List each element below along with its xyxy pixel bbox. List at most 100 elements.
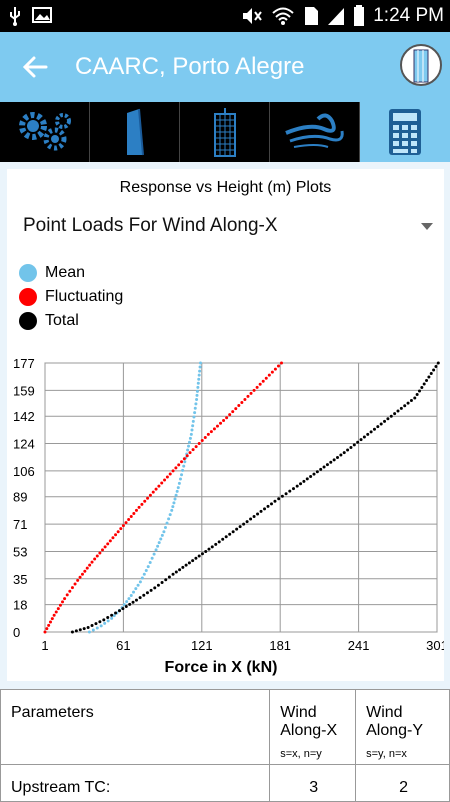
building-grid-icon — [213, 108, 236, 157]
series-point-fluctuating — [225, 416, 229, 420]
series-point-total — [309, 475, 313, 479]
series-point-fluctuating — [151, 490, 155, 494]
series-point-fluctuating — [140, 502, 144, 506]
tab-building[interactable] — [180, 102, 270, 162]
series-point-mean — [174, 493, 178, 497]
series-point-fluctuating — [264, 376, 268, 380]
series-point-fluctuating — [119, 527, 123, 531]
series-point-fluctuating — [165, 475, 169, 479]
plot-area — [44, 362, 438, 633]
series-point-mean — [187, 444, 191, 448]
series-point-mean — [175, 489, 179, 493]
series-point-fluctuating — [182, 457, 186, 461]
avatar[interactable] — [400, 44, 442, 86]
series-point-total — [249, 517, 253, 521]
series-point-mean — [140, 576, 144, 580]
series-point-fluctuating — [70, 586, 74, 590]
decorative-strip — [0, 681, 450, 691]
series-point-total — [266, 504, 270, 508]
y-tick-label: 159 — [13, 383, 35, 398]
series-point-fluctuating — [127, 518, 131, 522]
series-point-total — [145, 591, 149, 595]
series-point-fluctuating — [258, 382, 262, 386]
series-point-mean — [163, 525, 167, 529]
series-point-mean — [194, 402, 198, 406]
series-point-fluctuating — [47, 623, 51, 627]
series-point-fluctuating — [231, 410, 235, 414]
series-point-mean — [129, 594, 133, 598]
tab-parameters[interactable] — [0, 102, 90, 162]
series-point-mean — [91, 628, 95, 632]
series-point-fluctuating — [58, 603, 62, 607]
series-point-mean — [159, 537, 163, 541]
y-tick-label: 0 — [13, 625, 20, 640]
wifi-icon — [272, 7, 294, 25]
series-point-fluctuating — [78, 575, 82, 579]
series-point-fluctuating — [95, 554, 99, 558]
series-point-total — [191, 559, 195, 563]
series-point-total — [142, 593, 146, 597]
series-point-mean — [134, 587, 138, 591]
y-tick-label: 142 — [13, 409, 35, 424]
series-point-mean — [136, 583, 140, 587]
series-point-mean — [127, 597, 131, 601]
tab-bar — [0, 102, 450, 162]
series-point-fluctuating — [197, 442, 201, 446]
series-point-total — [106, 616, 110, 620]
series-point-mean — [178, 477, 182, 481]
series-point-fluctuating — [267, 373, 271, 377]
arrow-left-icon[interactable] — [20, 52, 50, 82]
series-point-total — [277, 497, 281, 501]
series-point-fluctuating — [108, 539, 112, 543]
y-tick-label: 71 — [13, 517, 27, 532]
building-icon — [413, 49, 429, 83]
series-point-mean — [172, 501, 176, 505]
series-point-fluctuating — [88, 563, 92, 567]
series-point-fluctuating — [206, 432, 210, 436]
series-point-total — [86, 625, 90, 629]
series-point-fluctuating — [132, 511, 136, 515]
series-point-mean — [167, 517, 171, 521]
series-point-fluctuating — [191, 448, 195, 452]
series-point-total — [238, 525, 242, 529]
series-point-mean — [95, 626, 99, 630]
series-point-fluctuating — [124, 521, 128, 525]
series-point-total — [362, 435, 366, 439]
series-point-total — [217, 540, 221, 544]
plot-type-dropdown[interactable]: Point Loads For Wind Along-X — [23, 215, 433, 243]
series-point-total — [214, 542, 218, 546]
page-title: CAARC, Porto Alegre — [75, 53, 305, 80]
series-point-mean — [197, 373, 201, 377]
y-tick-label: 177 — [13, 356, 35, 371]
series-point-total — [70, 630, 74, 634]
tab-calculator[interactable] — [360, 102, 450, 162]
series-point-fluctuating — [129, 514, 133, 518]
series-point-mean — [138, 580, 142, 584]
series-point-total — [121, 607, 125, 611]
series-point-fluctuating — [163, 478, 167, 482]
series-point-total — [128, 602, 132, 606]
series-point-total — [160, 580, 164, 584]
series-point-total — [149, 588, 153, 592]
series-point-total — [299, 482, 303, 486]
series-point-fluctuating — [65, 593, 69, 597]
series-point-total — [200, 552, 204, 556]
battery-icon — [354, 5, 365, 26]
series-point-fluctuating — [222, 418, 226, 422]
series-point-fluctuating — [246, 394, 250, 398]
series-point-fluctuating — [76, 578, 80, 582]
x-tick-label: 181 — [269, 638, 291, 653]
series-point-total — [288, 489, 292, 493]
series-point-fluctuating — [177, 463, 181, 467]
y-tick-label: 106 — [13, 464, 35, 479]
legend-label: Fluctuating — [45, 288, 124, 305]
tab-wind[interactable] — [270, 102, 360, 162]
tab-tower[interactable] — [90, 102, 180, 162]
series-point-fluctuating — [188, 451, 192, 455]
series-point-fluctuating — [93, 557, 97, 561]
series-point-fluctuating — [106, 542, 110, 546]
row-value-x: 3 — [269, 764, 357, 802]
series-point-mean — [148, 560, 152, 564]
series-point-fluctuating — [280, 361, 284, 365]
series-point-total — [359, 438, 363, 442]
